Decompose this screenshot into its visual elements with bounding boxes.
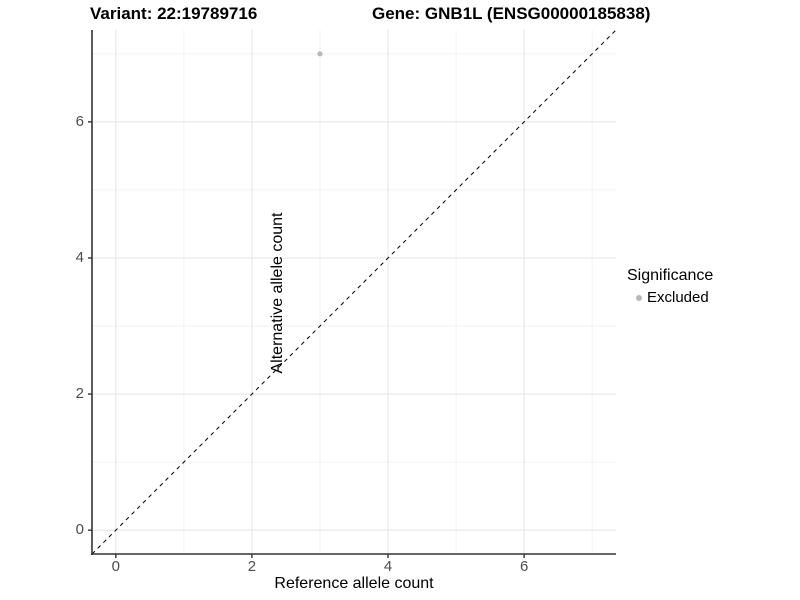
- x-tick-label: 6: [519, 558, 529, 575]
- legend-point-icon: [636, 294, 642, 301]
- y-tick-label: 4: [75, 248, 84, 266]
- plot-title-gene: Gene: GNB1L (ENSG00000185838): [372, 4, 651, 23]
- legend-title: Significance: [627, 267, 714, 284]
- x-tick-label: 2: [247, 558, 257, 575]
- x-tick-label: 4: [383, 558, 393, 575]
- x-axis-title: Reference allele count: [274, 575, 434, 592]
- plot-title-variant: Variant: 22:19789716: [90, 4, 258, 23]
- legend-item-label: Excluded: [647, 289, 709, 306]
- y-tick-label: 6: [75, 112, 84, 130]
- y-tick-label: 2: [75, 385, 84, 403]
- data-point: [317, 51, 323, 57]
- legend: Significance Excluded: [627, 267, 713, 306]
- y-axis-title: Alternative allele count: [269, 212, 286, 374]
- x-tick-label: 0: [111, 558, 120, 575]
- y-tick-label: 0: [75, 521, 84, 539]
- legend-item-excluded: Excluded: [627, 289, 713, 306]
- identity-reference-line: [91, 29, 617, 555]
